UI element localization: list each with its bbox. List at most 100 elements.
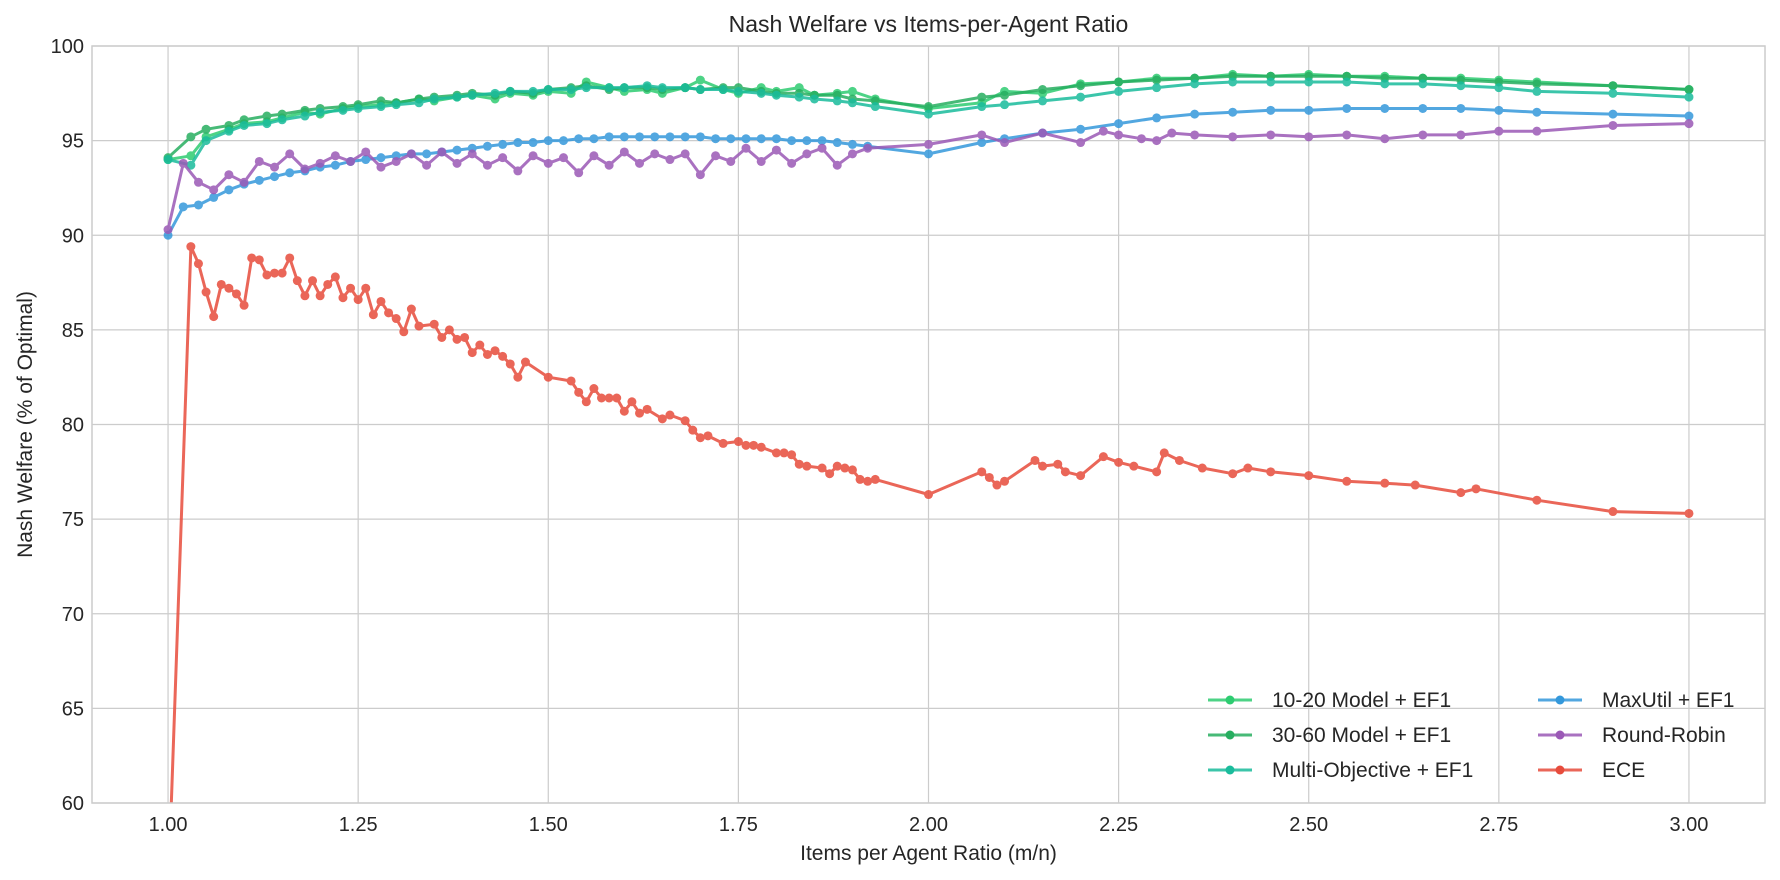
- data-point: [1060, 467, 1070, 477]
- data-point: [1342, 103, 1352, 113]
- data-point: [1167, 128, 1177, 138]
- data-point: [863, 476, 873, 486]
- data-point: [201, 287, 211, 297]
- data-point: [1494, 83, 1504, 93]
- data-point: [604, 160, 614, 170]
- data-point: [209, 312, 219, 322]
- data-point: [665, 410, 675, 420]
- data-point: [558, 153, 568, 163]
- x-tick-label: 1.50: [529, 814, 568, 836]
- data-point: [254, 156, 264, 166]
- data-point: [224, 185, 234, 195]
- data-point: [270, 268, 280, 278]
- data-point: [193, 200, 203, 210]
- data-point: [186, 151, 196, 161]
- data-point: [186, 132, 196, 142]
- data-point: [285, 149, 295, 159]
- data-point: [566, 85, 576, 95]
- data-point: [338, 293, 348, 303]
- data-point: [163, 155, 173, 165]
- data-point: [543, 136, 553, 146]
- data-point: [581, 83, 591, 93]
- data-point: [1418, 130, 1428, 140]
- data-point: [695, 433, 705, 443]
- data-point: [733, 437, 743, 447]
- data-point: [254, 255, 264, 265]
- data-point: [543, 158, 553, 168]
- data-point: [315, 291, 325, 301]
- data-point: [1114, 77, 1124, 87]
- data-point: [482, 141, 492, 151]
- data-point: [361, 147, 371, 157]
- data-point: [680, 132, 690, 142]
- data-point: [680, 416, 690, 426]
- data-point: [224, 283, 234, 293]
- data-point: [513, 372, 523, 382]
- data-point: [399, 327, 409, 337]
- data-point: [733, 86, 743, 96]
- data-point: [695, 75, 705, 85]
- data-point: [330, 151, 340, 161]
- data-point: [1532, 86, 1542, 96]
- y-tick-label: 80: [62, 415, 84, 437]
- data-point: [376, 296, 386, 306]
- data-point: [1076, 471, 1086, 481]
- series-multi-objective-ef1: [163, 77, 1694, 170]
- data-point: [193, 177, 203, 187]
- data-point: [437, 332, 447, 342]
- data-point: [338, 105, 348, 115]
- data-point: [315, 107, 325, 117]
- y-tick-label: 60: [62, 793, 84, 815]
- data-point: [771, 134, 781, 144]
- data-point: [361, 283, 371, 293]
- data-point: [216, 279, 226, 289]
- data-point: [437, 147, 447, 157]
- data-point: [1136, 134, 1146, 144]
- data-point: [650, 149, 660, 159]
- data-point: [847, 86, 857, 96]
- data-point: [574, 134, 584, 144]
- data-point: [1608, 109, 1618, 119]
- y-tick-label: 85: [62, 320, 84, 342]
- data-point: [992, 480, 1002, 490]
- legend-item: 10-20 Model + EF1: [1208, 689, 1451, 712]
- data-point: [270, 162, 280, 172]
- legend-item: 30-60 Model + EF1: [1208, 724, 1451, 747]
- data-point: [1684, 111, 1694, 121]
- data-point: [368, 310, 378, 320]
- data-point: [924, 109, 933, 119]
- data-point: [1152, 83, 1162, 93]
- data-point: [695, 170, 705, 180]
- data-point: [490, 88, 500, 98]
- data-point: [924, 490, 933, 500]
- data-point: [718, 438, 728, 448]
- data-point: [1266, 77, 1276, 87]
- data-point: [695, 85, 705, 95]
- data-point: [566, 376, 576, 386]
- data-point: [802, 136, 812, 146]
- data-point: [1243, 463, 1253, 473]
- data-point: [870, 474, 880, 484]
- data-point: [612, 393, 622, 403]
- legend-label: 10-20 Model + EF1: [1272, 689, 1451, 712]
- data-point: [832, 138, 842, 148]
- legend-swatch-marker: [1225, 765, 1235, 775]
- chart-title: Nash Welfare vs Items-per-Agent Ratio: [729, 11, 1129, 37]
- data-point: [330, 272, 340, 282]
- x-tick-label: 2.00: [909, 814, 948, 836]
- data-point: [505, 359, 515, 369]
- data-point: [1304, 77, 1314, 87]
- x-tick-label: 1.75: [719, 814, 758, 836]
- data-point: [1190, 130, 1200, 140]
- data-point: [977, 138, 987, 148]
- data-point: [817, 143, 827, 153]
- data-point: [270, 172, 280, 182]
- data-point: [825, 469, 835, 479]
- data-point: [1266, 130, 1276, 140]
- data-point: [1532, 126, 1542, 136]
- data-point: [650, 132, 660, 142]
- legend-label: MaxUtil + EF1: [1602, 689, 1734, 712]
- data-point: [1684, 85, 1694, 95]
- data-point: [467, 348, 477, 358]
- data-point: [924, 139, 933, 149]
